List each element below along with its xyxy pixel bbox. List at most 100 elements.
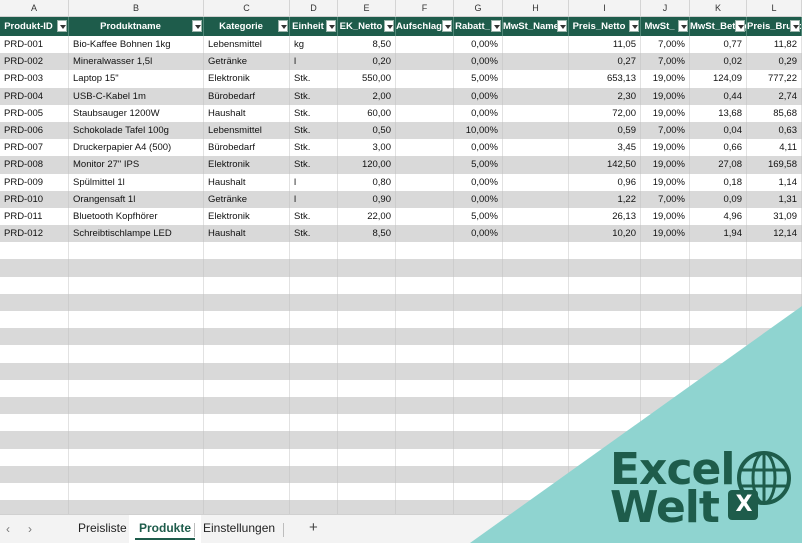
header-cell[interactable]: Kategorie: [204, 17, 290, 36]
table-cell[interactable]: [569, 414, 641, 432]
table-cell[interactable]: 0,96: [569, 173, 641, 191]
table-cell[interactable]: [641, 276, 690, 294]
table-cell[interactable]: Stk.: [290, 104, 338, 122]
table-cell[interactable]: 0,00%: [454, 87, 503, 105]
table-cell[interactable]: [69, 328, 204, 346]
table-cell[interactable]: Laptop 15": [69, 70, 204, 88]
table-cell[interactable]: [338, 345, 396, 363]
table-cell[interactable]: [503, 293, 569, 311]
table-cell[interactable]: 4,11: [747, 139, 802, 157]
table-cell[interactable]: [338, 311, 396, 329]
table-cell[interactable]: [503, 362, 569, 380]
table-cell[interactable]: 0,27: [569, 53, 641, 71]
table-cell[interactable]: [503, 242, 569, 260]
table-cell[interactable]: [503, 139, 569, 157]
table-cell[interactable]: [690, 242, 747, 260]
table-cell[interactable]: [290, 345, 338, 363]
table-cell[interactable]: 0,77: [690, 36, 747, 54]
table-cell[interactable]: Stk.: [290, 87, 338, 105]
table-cell[interactable]: 7,00%: [641, 121, 690, 140]
table-cell[interactable]: [690, 379, 747, 397]
table-cell[interactable]: [396, 414, 454, 432]
table-cell[interactable]: [290, 448, 338, 466]
table-cell[interactable]: 1,94: [690, 225, 747, 243]
table-cell[interactable]: [290, 242, 338, 260]
table-cell[interactable]: [641, 311, 690, 329]
table-cell[interactable]: [454, 242, 503, 260]
table-cell[interactable]: Bürobedarf: [204, 139, 290, 157]
header-cell[interactable]: Produkt-ID: [0, 17, 69, 36]
table-cell[interactable]: [747, 431, 802, 449]
table-cell[interactable]: 0,18: [690, 173, 747, 191]
table-cell[interactable]: 124,09: [690, 70, 747, 88]
table-cell[interactable]: [641, 362, 690, 380]
table-cell[interactable]: [503, 87, 569, 105]
table-cell[interactable]: [503, 36, 569, 54]
table-cell[interactable]: [690, 293, 747, 311]
table-cell[interactable]: 19,00%: [641, 104, 690, 122]
table-cell[interactable]: 4,96: [690, 207, 747, 226]
table-cell[interactable]: [0, 328, 69, 346]
table-cell[interactable]: [569, 311, 641, 329]
table-cell[interactable]: PRD-011: [0, 207, 69, 226]
header-cell[interactable]: MwSt_Betrag: [690, 17, 747, 36]
table-cell[interactable]: [503, 465, 569, 483]
table-cell[interactable]: 8,50: [338, 36, 396, 54]
table-cell[interactable]: 3,00: [338, 139, 396, 157]
table-cell[interactable]: 1,31: [747, 190, 802, 208]
table-cell[interactable]: [0, 465, 69, 483]
table-cell[interactable]: [454, 328, 503, 346]
table-cell[interactable]: l: [290, 173, 338, 191]
table-cell[interactable]: [204, 414, 290, 432]
table-cell[interactable]: [503, 225, 569, 243]
table-cell[interactable]: [396, 70, 454, 88]
table-cell[interactable]: [290, 500, 338, 514]
table-cell[interactable]: PRD-008: [0, 156, 69, 174]
table-cell[interactable]: 26,13: [569, 207, 641, 226]
table-cell[interactable]: l: [290, 53, 338, 71]
table-cell[interactable]: Bio-Kaffee Bohnen 1kg: [69, 36, 204, 54]
table-cell[interactable]: 11,82: [747, 36, 802, 54]
table-cell[interactable]: [690, 345, 747, 363]
table-cell[interactable]: PRD-007: [0, 139, 69, 157]
table-cell[interactable]: [338, 465, 396, 483]
table-cell[interactable]: [0, 396, 69, 415]
table-cell[interactable]: 0,00%: [454, 225, 503, 243]
table-cell[interactable]: [641, 293, 690, 311]
table-cell[interactable]: 0,00%: [454, 173, 503, 191]
table-cell[interactable]: [396, 121, 454, 140]
table-cell[interactable]: 0,09: [690, 190, 747, 208]
table-cell[interactable]: [569, 276, 641, 294]
table-cell[interactable]: Schokolade Tafel 100g: [69, 121, 204, 140]
table-cell[interactable]: 0,80: [338, 173, 396, 191]
table-cell[interactable]: [690, 328, 747, 346]
table-cell[interactable]: Haushalt: [204, 225, 290, 243]
table-cell[interactable]: 60,00: [338, 104, 396, 122]
table-cell[interactable]: [396, 345, 454, 363]
filter-dropdown-icon[interactable]: [57, 20, 67, 32]
table-cell[interactable]: [396, 225, 454, 243]
filter-dropdown-icon[interactable]: [326, 20, 336, 32]
table-cell[interactable]: 1,22: [569, 190, 641, 208]
table-cell[interactable]: PRD-002: [0, 53, 69, 71]
table-cell[interactable]: [69, 259, 204, 277]
table-cell[interactable]: 19,00%: [641, 156, 690, 174]
table-cell[interactable]: [454, 362, 503, 380]
table-cell[interactable]: PRD-006: [0, 121, 69, 140]
table-cell[interactable]: [454, 259, 503, 277]
table-cell[interactable]: [204, 379, 290, 397]
table-cell[interactable]: [690, 362, 747, 380]
table-cell[interactable]: [503, 190, 569, 208]
table-cell[interactable]: [204, 362, 290, 380]
table-cell[interactable]: 3,45: [569, 139, 641, 157]
table-cell[interactable]: [69, 293, 204, 311]
table-cell[interactable]: Staubsauger 1200W: [69, 104, 204, 122]
table-cell[interactable]: [396, 242, 454, 260]
table-cell[interactable]: [396, 104, 454, 122]
table-cell[interactable]: [641, 259, 690, 277]
table-cell[interactable]: Stk.: [290, 139, 338, 157]
table-cell[interactable]: [290, 396, 338, 415]
table-cell[interactable]: [396, 500, 454, 514]
table-cell[interactable]: [503, 431, 569, 449]
